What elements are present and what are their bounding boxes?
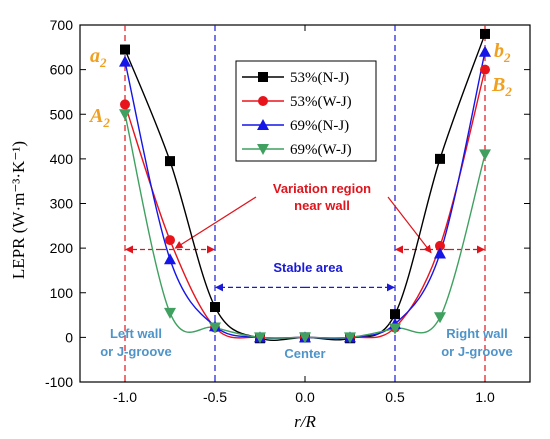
data-point	[434, 247, 446, 259]
y-axis-title: LEPR (W·m⁻³·K⁻¹)	[9, 141, 28, 279]
data-point	[299, 332, 311, 344]
data-point	[434, 312, 446, 324]
y-tick-label: 100	[50, 285, 74, 301]
data-point	[480, 28, 490, 39]
legend-marker	[257, 119, 269, 130]
data-point	[119, 55, 131, 67]
annotation-a2: a2	[90, 45, 107, 70]
data-point	[164, 307, 176, 319]
annotation-B2: B2	[491, 74, 512, 99]
x-tick-label: 1.0	[475, 389, 495, 405]
annotation-b2: b2	[494, 40, 511, 65]
data-point	[344, 332, 356, 344]
annotation-variation-line2: near wall	[294, 198, 350, 213]
annotation-A2: A2	[88, 105, 110, 130]
data-point	[119, 109, 131, 121]
annotation-left-wall-line1: Left wall	[110, 326, 162, 341]
annotation-variation-line1: Variation region	[273, 181, 371, 196]
data-point	[435, 153, 445, 164]
y-tick-label: -100	[45, 374, 73, 390]
data-point	[210, 302, 220, 313]
data-point	[164, 253, 176, 265]
annotation-left-wall-line2: or J-groove	[100, 344, 172, 359]
data-point	[480, 64, 490, 75]
legend: 53%(N-J) 53%(W-J) 69%(N-J) 69%(W-J)	[242, 70, 352, 158]
legend-label: 53%(N-J)	[290, 70, 349, 86]
data-point	[120, 99, 130, 110]
y-tick-label: 0	[65, 329, 73, 345]
legend-marker	[258, 96, 268, 106]
y-tick-label: 300	[50, 196, 74, 212]
y-tick-label: 400	[50, 151, 74, 167]
data-point	[209, 322, 221, 334]
x-tick-label: -0.5	[203, 389, 227, 405]
variation-pointer-right	[387, 196, 432, 254]
annotation-right-wall-line1: Right wall	[446, 326, 507, 341]
data-point	[389, 323, 401, 335]
x-axis-title: r/R	[294, 412, 316, 431]
data-point	[479, 149, 491, 161]
legend-marker	[258, 72, 268, 82]
y-tick-label: 500	[50, 106, 74, 122]
legend-label: 69%(W-J)	[290, 142, 352, 158]
legend-label: 69%(N-J)	[290, 118, 349, 134]
guide-lines	[124, 25, 486, 382]
y-tick-label: 700	[50, 17, 74, 33]
legend-label: 53%(W-J)	[290, 94, 352, 110]
variation-pointer-left	[174, 196, 257, 249]
legend-marker	[257, 144, 269, 155]
data-point	[435, 240, 445, 251]
x-tick-label: 0.5	[385, 389, 405, 405]
y-tick-label: 200	[50, 240, 74, 256]
x-tick-label: 0.0	[295, 389, 315, 405]
annotation-stable-area: Stable area	[273, 260, 343, 275]
axis-ticks: -1.0 -0.5 0.0 0.5 1.0 -100 0 100 200 300 400 500 600…	[45, 17, 530, 405]
data-point	[479, 45, 491, 57]
data-point	[165, 156, 175, 167]
data-point	[165, 235, 175, 246]
data-point	[254, 332, 266, 344]
annotation-center: Center	[284, 346, 325, 361]
y-tick-label: 600	[50, 62, 74, 78]
data-point	[120, 44, 130, 55]
series-markers	[119, 28, 491, 344]
annotation-right-wall-line2: or J-groove	[441, 344, 513, 359]
x-tick-label: -1.0	[113, 389, 137, 405]
data-point	[390, 309, 400, 320]
